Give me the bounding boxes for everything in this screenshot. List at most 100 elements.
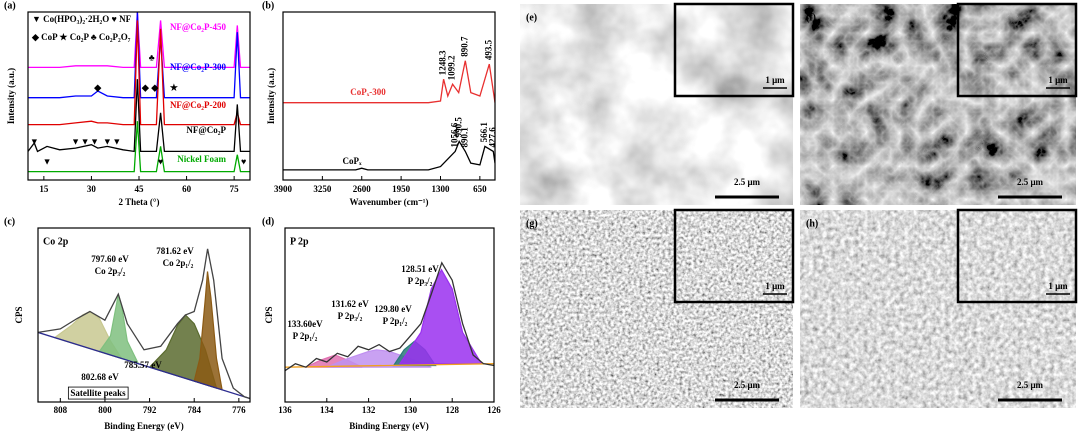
legend-text: ▼ Co(HPO₃)₂·2H₂O ♥ NF: [32, 14, 132, 24]
panel-label: (c): [4, 216, 15, 227]
sem-panel-label: (e): [526, 12, 537, 23]
y-axis-label: CPS: [264, 306, 274, 323]
spectrum-line: [28, 20, 250, 126]
x-tick-label: 2600: [353, 184, 372, 194]
spectrum-line: [285, 261, 494, 372]
scale-label: 2.5 μm: [1017, 380, 1044, 390]
panel-label: (a): [4, 0, 16, 11]
series-label: NF@Co₂P-450: [170, 22, 227, 32]
phase-marker: ♥: [241, 157, 246, 167]
fit-peak: [193, 271, 223, 391]
x-tick-label: 30: [87, 184, 97, 194]
phase-marker: ▼: [43, 157, 52, 167]
annotation: Co 2p₃/₂: [95, 266, 126, 276]
phase-marker: ▼: [71, 137, 80, 147]
x-tick-label: 776: [232, 405, 246, 415]
peak-label: 427.6: [487, 127, 497, 148]
series-label: NF@Co₂P-300: [170, 62, 227, 72]
axes-frame: [27, 11, 251, 181]
phase-marker: ♣: [149, 53, 155, 63]
x-tick-label: 132: [362, 405, 376, 415]
x-tick-label: 126: [487, 405, 501, 415]
y-axis-label: CPS: [14, 306, 24, 323]
inset-scale-label: 1 μm: [765, 281, 785, 291]
annotation: 781.62 eV: [156, 246, 194, 256]
peak-label: 1248.3: [438, 50, 448, 75]
axes-frame: [37, 227, 251, 403]
spectrum-line: [38, 331, 250, 400]
spectrum-line: [38, 248, 250, 400]
spectrum-line: [28, 79, 250, 153]
series-label: NF@Co₂P: [186, 125, 226, 135]
annotation: P 2p₃/₂: [408, 276, 433, 286]
spectrum-line: [283, 60, 495, 104]
sem-inset: [956, 208, 1078, 304]
y-axis-label: Intensity (a.u.): [266, 68, 276, 124]
plot-area: [285, 261, 494, 372]
sem-panel-label: (h): [806, 218, 818, 229]
x-tick-label: 3250: [313, 184, 332, 194]
inset-scale-label: 1 μm: [1048, 281, 1068, 291]
x-tick-label: 75: [230, 184, 240, 194]
inset-scale-label: 1 μm: [1048, 75, 1068, 85]
phase-marker: ♥: [158, 157, 163, 167]
x-tick-label: 60: [182, 184, 192, 194]
spectrum-line: [28, 121, 250, 173]
panel-label: (d): [262, 216, 274, 227]
panel-title: P 2p: [290, 236, 309, 247]
x-tick-label: 15: [39, 184, 49, 194]
phase-marker: ◆: [150, 83, 159, 93]
x-tick-label: 45: [135, 184, 145, 194]
annotation: 785.57 eV: [124, 360, 162, 370]
series-label: NF@Co₂P-200: [170, 100, 227, 110]
peak-label: 1099.2: [447, 55, 457, 80]
peak-label: 566.1: [479, 122, 489, 143]
sem-panel-label: (g): [526, 218, 538, 229]
sem-inset-border: [673, 2, 795, 98]
annotation-box: [67, 386, 129, 400]
x-axis-label: Binding Energy (eV): [104, 421, 184, 431]
sem-inset-border: [673, 208, 795, 304]
phase-marker: ▼: [90, 137, 99, 147]
panel-title: Co 2p: [43, 236, 69, 247]
x-tick-label: 792: [143, 405, 157, 415]
axes-frame: [284, 227, 495, 403]
inset-scale-label: 1 μm: [765, 75, 785, 85]
peak-label: 990.5: [453, 117, 463, 138]
annotation: 133.60eV: [287, 319, 323, 329]
x-tick-label: 1950: [392, 184, 411, 194]
sem-inset: [673, 208, 795, 304]
annotation: P 2p₁/₂: [293, 331, 318, 341]
peak-label: 890.1: [459, 127, 469, 148]
phase-marker: ◆: [141, 83, 150, 93]
plot-area: [38, 248, 250, 400]
series-label: CoPₓ: [342, 156, 361, 166]
fit-peak: [398, 268, 483, 365]
panel-label: (b): [262, 0, 274, 11]
x-tick-label: 784: [187, 405, 201, 415]
annotation: 802.68 eV: [81, 372, 119, 382]
annotation: Co 2p₁/₂: [163, 258, 194, 268]
peak-label: 1056.6: [449, 122, 459, 147]
scale-label: 2.5 μm: [734, 177, 761, 187]
annotation: 797.60 eV: [91, 254, 129, 264]
annotation: 129.80 eV: [374, 304, 412, 314]
phase-marker: ▼: [30, 137, 39, 147]
plot-area: [283, 60, 495, 171]
x-tick-label: 808: [54, 405, 68, 415]
x-axis-label: 2 Theta (°): [119, 197, 160, 207]
scale-label: 2.5 μm: [1017, 177, 1044, 187]
y-axis-label: Intensity (a.u.): [6, 68, 16, 124]
peak-label: 890.7: [459, 36, 469, 57]
sem-inset: [673, 2, 795, 98]
x-tick-label: 800: [98, 405, 112, 415]
peak-label: 493.5: [483, 39, 493, 60]
annotation: 128.51 eV: [401, 264, 439, 274]
series-label: Nickel Foam: [177, 154, 226, 164]
annotation: Satellite peaks: [70, 388, 126, 398]
phase-marker: ★: [170, 83, 179, 93]
phase-marker: ▼: [103, 137, 112, 147]
sem-inset-border: [956, 2, 1078, 98]
series-label: CoPₓ-300: [350, 87, 386, 97]
